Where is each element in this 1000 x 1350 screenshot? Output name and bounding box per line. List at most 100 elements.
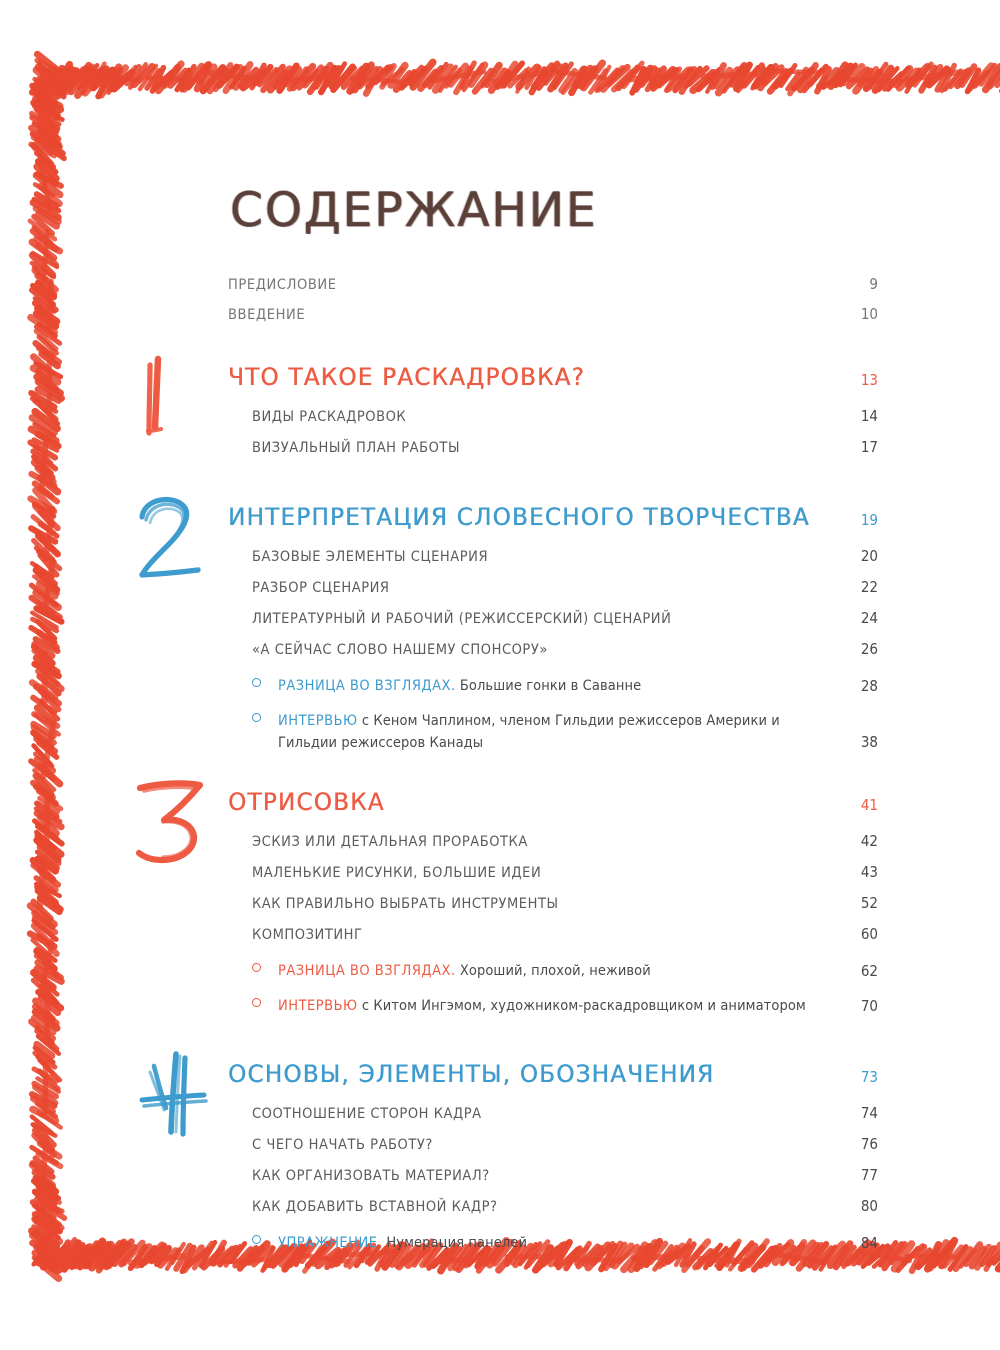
toc-entry-page: 24 (860, 609, 878, 627)
toc-entry-kicker: РАЗНИЦА ВО ВЗГЛЯДАХ. (278, 963, 456, 980)
toc-entry-label: УПРАЖНЕНИЕ. Нумерация панелей (278, 1232, 832, 1254)
toc-entry-page: 43 (860, 863, 878, 882)
chapter-block-3: ОТРИСОВКА 41 ЭСКИЗ ИЛИ ДЕТАЛЬНАЯ ПРОРАБОТК… (135, 780, 878, 1026)
toc-entry-page: 70 (860, 997, 878, 1016)
ring-bullet-icon (252, 1232, 278, 1248)
toc-entry-page: 60 (860, 925, 878, 944)
toc-entry-label: ВИДЫ РАСКАДРОВОК (252, 409, 407, 425)
toc-entry-page: 22 (860, 578, 878, 596)
toc-entry-subtitle: с Китом Ингэмом, художником-раскадровщик… (357, 998, 806, 1015)
toc-entry-page: 17 (860, 438, 878, 456)
front-matter-group: ПРЕДИСЛОВИЕ 9 ВВЕДЕНИЕ 10 (228, 275, 878, 335)
chapter-block-1: ЧТО ТАКОЕ РАСКАДРОВКА? 13 ВИДЫ РАСКАДРОВОК… (145, 355, 878, 469)
ring-bullet-icon (252, 995, 278, 1011)
chapter-title: ОТРИСОВКА (228, 788, 385, 817)
ring-bullet-icon (252, 960, 278, 976)
toc-entry-label: КАК ПРАВИЛЬНО ВЫБРАТЬ ИНСТРУМЕНТЫ (252, 896, 559, 913)
chapter-title: ЧТО ТАКОЕ РАСКАДРОВКА? (228, 363, 586, 391)
toc-entry-label: РАЗБОР СЦЕНАРИЯ (252, 580, 390, 596)
chapter-title: ОСНОВЫ, ЭЛЕМЕНТЫ, ОБОЗНАЧЕНИЯ (228, 1060, 715, 1089)
toc-entry-page: 20 (860, 547, 878, 565)
chapter-list: ЧТО ТАКОЕ РАСКАДРОВКА? 13 ВИДЫ РАСКАДРОВОК… (135, 335, 878, 1263)
toc-row-feature[interactable]: УПРАЖНЕНИЕ. Нумерация панелей 84 (228, 1228, 878, 1263)
toc-entry-label: ЭСКИЗ ИЛИ ДЕТАЛЬНАЯ ПРОРАБОТКА (252, 834, 528, 851)
toc-entry-kicker: УПРАЖНЕНИЕ. (278, 1235, 383, 1252)
spacer (228, 1026, 878, 1060)
chapter-page: 41 (860, 796, 878, 815)
toc-row-front[interactable]: ВВЕДЕНИЕ 10 (228, 305, 878, 335)
chapter-heading-row[interactable]: ОСНОВЫ, ЭЛЕМЕНТЫ, ОБОЗНАЧЕНИЯ 73 (228, 1060, 878, 1104)
toc-row-section[interactable]: СООТНОШЕНИЕ СТОРОН КАДРА 74 (228, 1104, 878, 1135)
ring-bullet-icon (252, 710, 278, 726)
toc-entry-page: 10 (860, 305, 878, 323)
toc-entry-label: МАЛЕНЬКИЕ РИСУНКИ, БОЛЬШИЕ ИДЕИ (252, 865, 542, 882)
toc-row-section[interactable]: ВИЗУАЛЬНЫЙ ПЛАН РАБОТЫ 17 (228, 438, 878, 469)
toc-row-feature[interactable]: ИНТЕРВЬЮ с Китом Ингэмом, художником-рас… (228, 991, 878, 1026)
toc-entry-page: 62 (860, 962, 878, 981)
toc-entry-page: 38 (860, 733, 878, 752)
chapter-numeral-2-icon (128, 491, 218, 583)
chapter-numeral-3-icon (128, 776, 218, 868)
toc-row-section[interactable]: «А СЕЙЧАС СЛОВО НАШЕМУ СПОНСОРУ» 26 (228, 640, 878, 671)
chapter-heading-row[interactable]: ОТРИСОВКА 41 (228, 788, 878, 832)
toc-entry-page: 28 (860, 677, 878, 695)
toc-row-feature[interactable]: ИНТЕРВЬЮ с Кеном Чаплином, членом Гильди… (228, 706, 878, 754)
toc-entry-label: «А СЕЙЧАС СЛОВО НАШЕМУ СПОНСОРУ» (252, 642, 548, 658)
chapter-numeral-1-icon (128, 351, 218, 443)
toc-entry-subtitle: Нумерация панелей (382, 1235, 528, 1252)
toc-entry-label: ВВЕДЕНИЕ (228, 307, 306, 323)
toc-entry-label: РАЗНИЦА ВО ВЗГЛЯДАХ. Большие гонки в Сав… (278, 675, 832, 697)
toc-entry-label: ИНТЕРВЬЮ с Китом Ингэмом, художником-рас… (278, 995, 832, 1017)
toc-entry-page: 80 (860, 1197, 878, 1216)
toc-entry-label: ПРЕДИСЛОВИЕ (228, 277, 337, 293)
toc-entry-page: 77 (860, 1166, 878, 1185)
chapter-heading-row[interactable]: ЧТО ТАКОЕ РАСКАДРОВКА? 13 (228, 363, 878, 407)
chapter-page: 19 (860, 511, 878, 529)
toc-entry-label: БАЗОВЫЕ ЭЛЕМЕНТЫ СЦЕНАРИЯ (252, 549, 489, 565)
toc-entry-subtitle: с Кеном Чаплином, членом Гильдии режиссе… (278, 713, 780, 752)
toc-entry-page: 9 (869, 275, 878, 293)
toc-row-section[interactable]: КАК ПРАВИЛЬНО ВЫБРАТЬ ИНСТРУМЕНТЫ 52 (228, 894, 878, 925)
spacer (228, 469, 878, 503)
toc-row-section[interactable]: ЭСКИЗ ИЛИ ДЕТАЛЬНАЯ ПРОРАБОТКА 42 (228, 832, 878, 863)
chapter-page: 13 (860, 371, 878, 389)
toc-row-section[interactable]: МАЛЕНЬКИЕ РИСУНКИ, БОЛЬШИЕ ИДЕИ 43 (228, 863, 878, 894)
toc-row-section[interactable]: ВИДЫ РАСКАДРОВОК 14 (228, 407, 878, 438)
toc-row-section[interactable]: КАК ДОБАВИТЬ ВСТАВНОЙ КАДР? 80 (228, 1197, 878, 1228)
toc-entry-page: 52 (860, 894, 878, 913)
toc-row-front[interactable]: ПРЕДИСЛОВИЕ 9 (228, 275, 878, 305)
toc-row-section[interactable]: РАЗБОР СЦЕНАРИЯ 22 (228, 578, 878, 609)
toc-entry-page: 74 (860, 1104, 878, 1123)
chapter-heading-row[interactable]: ИНТЕРПРЕТАЦИЯ СЛОВЕСНОГО ТВОРЧЕСТВА 19 (228, 503, 878, 547)
toc-row-section[interactable]: ЛИТЕРАТУРНЫЙ И РАБОЧИЙ (РЕЖИССЕРСКИЙ) СЦ… (228, 609, 878, 640)
toc-entry-page: 42 (860, 832, 878, 851)
toc-row-feature[interactable]: РАЗНИЦА ВО ВЗГЛЯДАХ. Большие гонки в Сав… (228, 671, 878, 706)
toc-row-section[interactable]: С ЧЕГО НАЧАТЬ РАБОТУ? 76 (228, 1135, 878, 1166)
toc-entry-label: КАК ДОБАВИТЬ ВСТАВНОЙ КАДР? (252, 1199, 498, 1216)
toc-entry-label: ВИЗУАЛЬНЫЙ ПЛАН РАБОТЫ (252, 440, 461, 456)
toc-entry-label: С ЧЕГО НАЧАТЬ РАБОТУ? (252, 1137, 433, 1154)
toc-entry-label: СООТНОШЕНИЕ СТОРОН КАДРА (252, 1106, 482, 1123)
toc-entry-subtitle: Хороший, плохой, неживой (455, 963, 651, 980)
chapter-block-4: ОСНОВЫ, ЭЛЕМЕНТЫ, ОБОЗНАЧЕНИЯ 73 СООТНОШЕН… (139, 1051, 878, 1263)
toc-entry-page: 84 (860, 1234, 878, 1253)
toc-entry-page: 26 (860, 640, 878, 658)
toc-row-section[interactable]: КОМПОЗИТИНГ 60 (228, 925, 878, 956)
toc-entry-label: ИНТЕРВЬЮ с Кеном Чаплином, членом Гильди… (278, 710, 832, 754)
ring-bullet-icon (252, 675, 278, 691)
chapter-numeral-4-icon (128, 1048, 218, 1140)
toc-row-feature[interactable]: РАЗНИЦА ВО ВЗГЛЯДАХ. Хороший, плохой, не… (228, 956, 878, 991)
toc-entry-page: 76 (860, 1135, 878, 1154)
toc-entry-page: 14 (860, 407, 878, 425)
toc-row-section[interactable]: КАК ОРГАНИЗОВАТЬ МАТЕРИАЛ? 77 (228, 1166, 878, 1197)
toc-entry-kicker: ИНТЕРВЬЮ (278, 713, 358, 729)
spacer (228, 754, 878, 788)
chapter-block-2: ИНТЕРПРЕТАЦИЯ СЛОВЕСНОГО ТВОРЧЕСТВА 19 БАЗ… (139, 496, 878, 754)
spacer (228, 335, 878, 363)
toc-entry-label: КАК ОРГАНИЗОВАТЬ МАТЕРИАЛ? (252, 1168, 490, 1185)
toc-entry-kicker: ИНТЕРВЬЮ (278, 998, 358, 1015)
toc-row-section[interactable]: БАЗОВЫЕ ЭЛЕМЕНТЫ СЦЕНАРИЯ 20 (228, 547, 878, 578)
toc-entry-kicker: РАЗНИЦА ВО ВЗГЛЯДАХ. (278, 678, 456, 694)
toc-entry-label: ЛИТЕРАТУРНЫЙ И РАБОЧИЙ (РЕЖИССЕРСКИЙ) СЦ… (252, 611, 672, 627)
